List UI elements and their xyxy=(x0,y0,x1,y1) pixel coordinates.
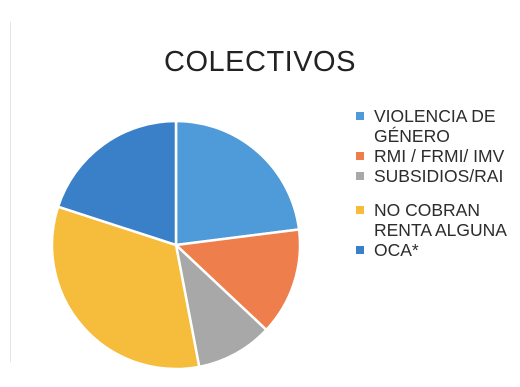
legend-swatch-no-cobran xyxy=(356,206,364,214)
pie-slice-violencia xyxy=(174,119,301,247)
legend-item-violencia: VIOLENCIA DE GÉNERO xyxy=(356,106,516,146)
legend-item-oca: OCA* xyxy=(356,240,516,260)
legend-swatch-subsidios xyxy=(356,172,364,180)
legend-label-no-cobran: NO COBRAN RENTA ALGUNA xyxy=(374,200,507,240)
legend: VIOLENCIA DE GÉNERO RMI / FRMI/ IMV SUBS… xyxy=(356,106,516,260)
legend-swatch-oca xyxy=(356,246,364,254)
left-border-line xyxy=(10,22,11,362)
legend-swatch-violencia xyxy=(356,112,364,120)
legend-item-subsidios: SUBSIDIOS/RAI xyxy=(356,166,516,186)
pie-slice-subsidios xyxy=(174,241,269,369)
legend-item-no-cobran: NO COBRAN RENTA ALGUNA xyxy=(356,200,516,240)
pie-slice-oca xyxy=(56,119,178,247)
chart-title: COLECTIVOS xyxy=(164,46,356,78)
pie-slice-rmi xyxy=(173,228,302,332)
pie-slice-no-cobran xyxy=(50,205,201,371)
legend-item-rmi: RMI / FRMI/ IMV xyxy=(356,146,516,166)
legend-label-rmi: RMI / FRMI/ IMV xyxy=(374,146,505,166)
legend-label-subsidios: SUBSIDIOS/RAI xyxy=(374,166,504,186)
legend-label-oca: OCA* xyxy=(374,240,419,260)
legend-swatch-rmi xyxy=(356,152,364,160)
legend-label-violencia: VIOLENCIA DE GÉNERO xyxy=(374,106,496,146)
